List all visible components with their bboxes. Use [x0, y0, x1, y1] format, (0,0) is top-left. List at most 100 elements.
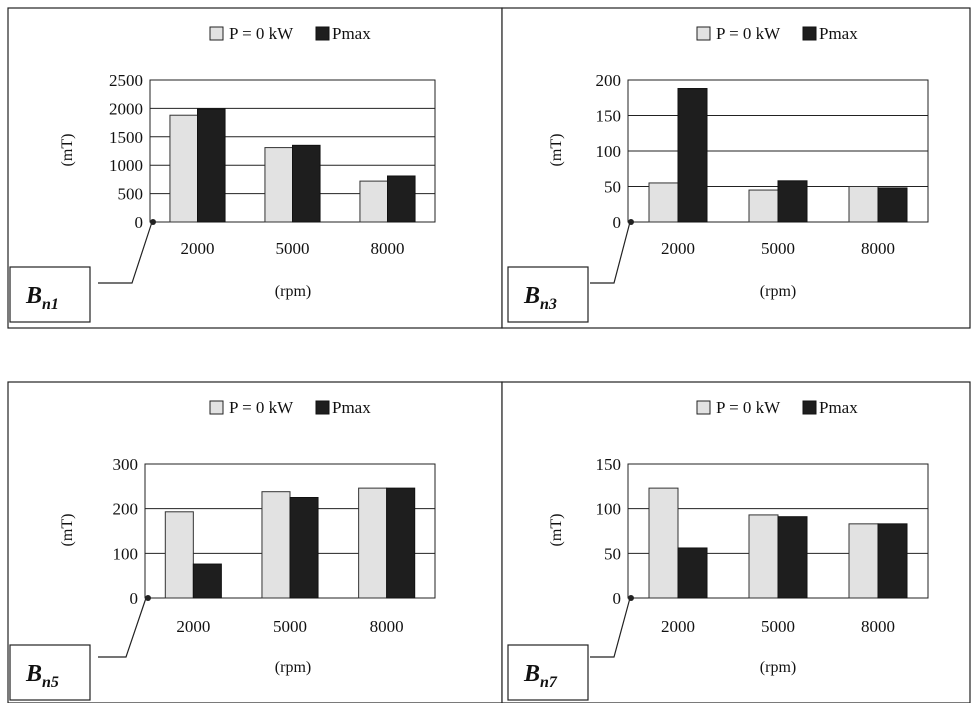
bar-p0-2000 [169, 114, 198, 223]
x-tick-label: 2000 [176, 617, 210, 636]
legend-label-p0: P = 0 kW [229, 398, 294, 417]
legend-label-p0: P = 0 kW [229, 24, 294, 43]
y-tick-label: 200 [113, 500, 139, 519]
bar-p0-8000 [359, 180, 389, 223]
x-axis-title: (rpm) [275, 659, 311, 676]
leader-line [590, 221, 631, 284]
panel-label-box [507, 644, 589, 701]
bar-p0-8000 [848, 523, 879, 599]
chart-panel-n5: P = 0 kW Pmax 0 100 200 300 2000 5000 8000 (mT) (r… [7, 381, 503, 703]
y-tick-label: 50 [604, 544, 621, 563]
bar-p0-2000 [648, 182, 679, 223]
legend-label-pmax: Pmax [819, 398, 858, 417]
legend-swatch-p0 [696, 26, 711, 41]
panel-label: Bn5 [25, 661, 59, 691]
bar-pmax-5000 [777, 180, 808, 223]
legend-swatch-p0 [696, 400, 711, 415]
legend-swatch-pmax [802, 400, 817, 415]
y-tick-label: 0 [613, 213, 622, 232]
panel-label-sub: n5 [42, 674, 59, 691]
legend-label-p0: P = 0 kW [716, 398, 781, 417]
x-tick-label: 8000 [861, 239, 895, 258]
y-tick-label: 1000 [109, 156, 143, 175]
legend: P = 0 kW Pmax [696, 24, 858, 43]
y-axis-title: (mT) [59, 134, 76, 167]
chart-panel-n1: P = 0 kW Pmax 0 500 1000 1500 2000 2500 2000 5000… [7, 7, 503, 329]
x-tick-label: 2000 [661, 239, 695, 258]
y-tick-label: 100 [596, 500, 622, 519]
x-axis-title: (rpm) [760, 283, 796, 300]
bar-pmax-5000 [289, 497, 319, 599]
x-axis-title: (rpm) [275, 283, 311, 300]
bar-pmax-8000 [877, 187, 908, 223]
bar-pmax-2000 [677, 547, 708, 599]
bar-pmax-5000 [292, 144, 321, 223]
legend-swatch-p0 [209, 26, 224, 41]
legend: P = 0 kW Pmax [209, 398, 371, 417]
bar-p0-8000 [358, 487, 388, 599]
legend-label-pmax: Pmax [819, 24, 858, 43]
legend-swatch-p0 [209, 400, 224, 415]
bar-p0-5000 [748, 189, 779, 223]
legend-label-p0: P = 0 kW [716, 24, 781, 43]
bar-p0-2000 [648, 487, 679, 599]
panel-label: Bn7 [523, 661, 558, 691]
y-tick-label: 300 [113, 455, 139, 474]
legend-swatch-pmax [315, 26, 330, 41]
leader-line [98, 221, 153, 284]
panel-label-main: B [25, 661, 42, 687]
y-tick-label: 0 [130, 589, 139, 608]
legend: P = 0 kW Pmax [209, 24, 371, 43]
y-axis-title: (mT) [59, 514, 76, 547]
legend-label-pmax: Pmax [332, 24, 371, 43]
panel-label-box [507, 266, 589, 323]
x-axis-title: (rpm) [760, 659, 796, 676]
bar-pmax-8000 [877, 523, 908, 599]
panel-label-sub: n1 [42, 296, 59, 313]
bar-p0-2000 [164, 511, 194, 599]
y-tick-label: 100 [113, 544, 139, 563]
x-tick-label: 8000 [371, 239, 405, 258]
y-tick-label: 200 [596, 71, 622, 90]
y-tick-label: 500 [118, 185, 144, 204]
panel-label: Bn3 [523, 283, 557, 313]
x-tick-label: 8000 [861, 617, 895, 636]
x-tick-label: 8000 [370, 617, 404, 636]
bar-pmax-5000 [777, 516, 808, 599]
bar-pmax-8000 [387, 175, 416, 223]
bar-pmax-2000 [192, 563, 222, 599]
chart-panel-n3: P = 0 kW Pmax 0 50 100 150 200 2000 5000 8000 (mT)… [501, 7, 971, 329]
y-tick-label: 50 [604, 178, 621, 197]
y-tick-label: 150 [596, 107, 622, 126]
chart-panel-n7: P = 0 kW Pmax 0 50 100 150 2000 5000 8000 (mT) (rp… [501, 381, 971, 703]
y-tick-label: 2500 [109, 71, 143, 90]
legend-swatch-pmax [315, 400, 330, 415]
bar-p0-5000 [264, 147, 294, 223]
leader-line [98, 597, 147, 658]
legend-label-pmax: Pmax [332, 398, 371, 417]
panel-label: Bn1 [25, 283, 59, 313]
legend-swatch-pmax [802, 26, 817, 41]
y-axis-title: (mT) [548, 514, 565, 547]
y-tick-label: 0 [613, 589, 622, 608]
bar-pmax-8000 [386, 487, 416, 599]
x-tick-label: 2000 [661, 617, 695, 636]
y-tick-label: 150 [596, 455, 622, 474]
bar-pmax-2000 [197, 108, 226, 223]
x-tick-label: 5000 [761, 617, 795, 636]
panel-label-main: B [25, 283, 42, 309]
leader-line [590, 597, 631, 658]
legend: P = 0 kW Pmax [696, 398, 858, 417]
origin-dot [145, 595, 151, 601]
y-axis-title: (mT) [548, 134, 565, 167]
y-tick-label: 2000 [109, 99, 143, 118]
y-tick-label: 0 [135, 213, 144, 232]
x-tick-label: 2000 [181, 239, 215, 258]
panel-label-sub: n3 [540, 296, 557, 313]
y-tick-label: 100 [596, 142, 622, 161]
bar-pmax-2000 [677, 88, 708, 223]
bar-p0-5000 [261, 491, 291, 599]
x-tick-label: 5000 [761, 239, 795, 258]
x-tick-label: 5000 [276, 239, 310, 258]
